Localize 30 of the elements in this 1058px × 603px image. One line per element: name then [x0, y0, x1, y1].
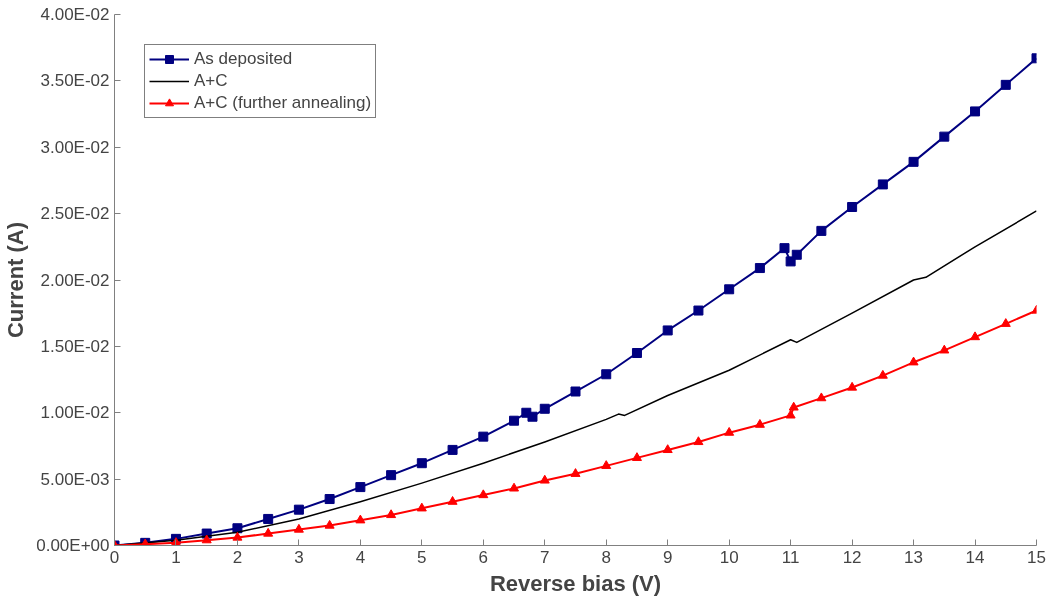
x-tick-label: 6	[478, 547, 489, 567]
y-tick-label: 2.50E-02	[40, 204, 110, 224]
y-tick-label: 1.50E-02	[40, 336, 110, 356]
x-tick-label: 13	[904, 547, 924, 567]
x-tick-label: 12	[842, 547, 862, 567]
x-tick-label: 2	[232, 547, 243, 567]
y-tick-label: 3.00E-02	[40, 137, 110, 157]
y-tick-label: 1.00E-02	[40, 403, 110, 423]
x-tick-label: 9	[662, 547, 673, 567]
x-tick-label: 10	[719, 547, 739, 567]
x-tick-label: 4	[355, 547, 366, 567]
x-axis-title: Reverse bias (V)	[489, 570, 662, 596]
legend-label: A+C	[194, 71, 228, 91]
y-axis-title: Current (A)	[3, 221, 29, 339]
x-tick-label: 14	[965, 547, 985, 567]
x-tick-label: 3	[294, 547, 304, 567]
x-tick-label: 5	[417, 547, 427, 567]
y-tick-label: 4.00E-02	[40, 5, 110, 24]
y-tick-label: 5.00E-03	[40, 469, 110, 489]
y-tick-label: 3.50E-02	[40, 71, 110, 91]
y-tick-label: 2.00E-02	[40, 270, 110, 290]
x-tick-label: 15	[1027, 547, 1046, 567]
legend-label: A+C (further annealing)	[194, 93, 372, 113]
legend-label: As deposited	[194, 49, 293, 69]
x-tick-label: 0	[109, 547, 120, 567]
x-tick-label: 1	[171, 547, 181, 567]
x-tick-label: 8	[601, 547, 611, 567]
x-tick-label: 7	[540, 547, 550, 567]
x-tick-label: 11	[781, 547, 800, 567]
y-tick-label: 0.00E+00	[36, 536, 110, 555]
